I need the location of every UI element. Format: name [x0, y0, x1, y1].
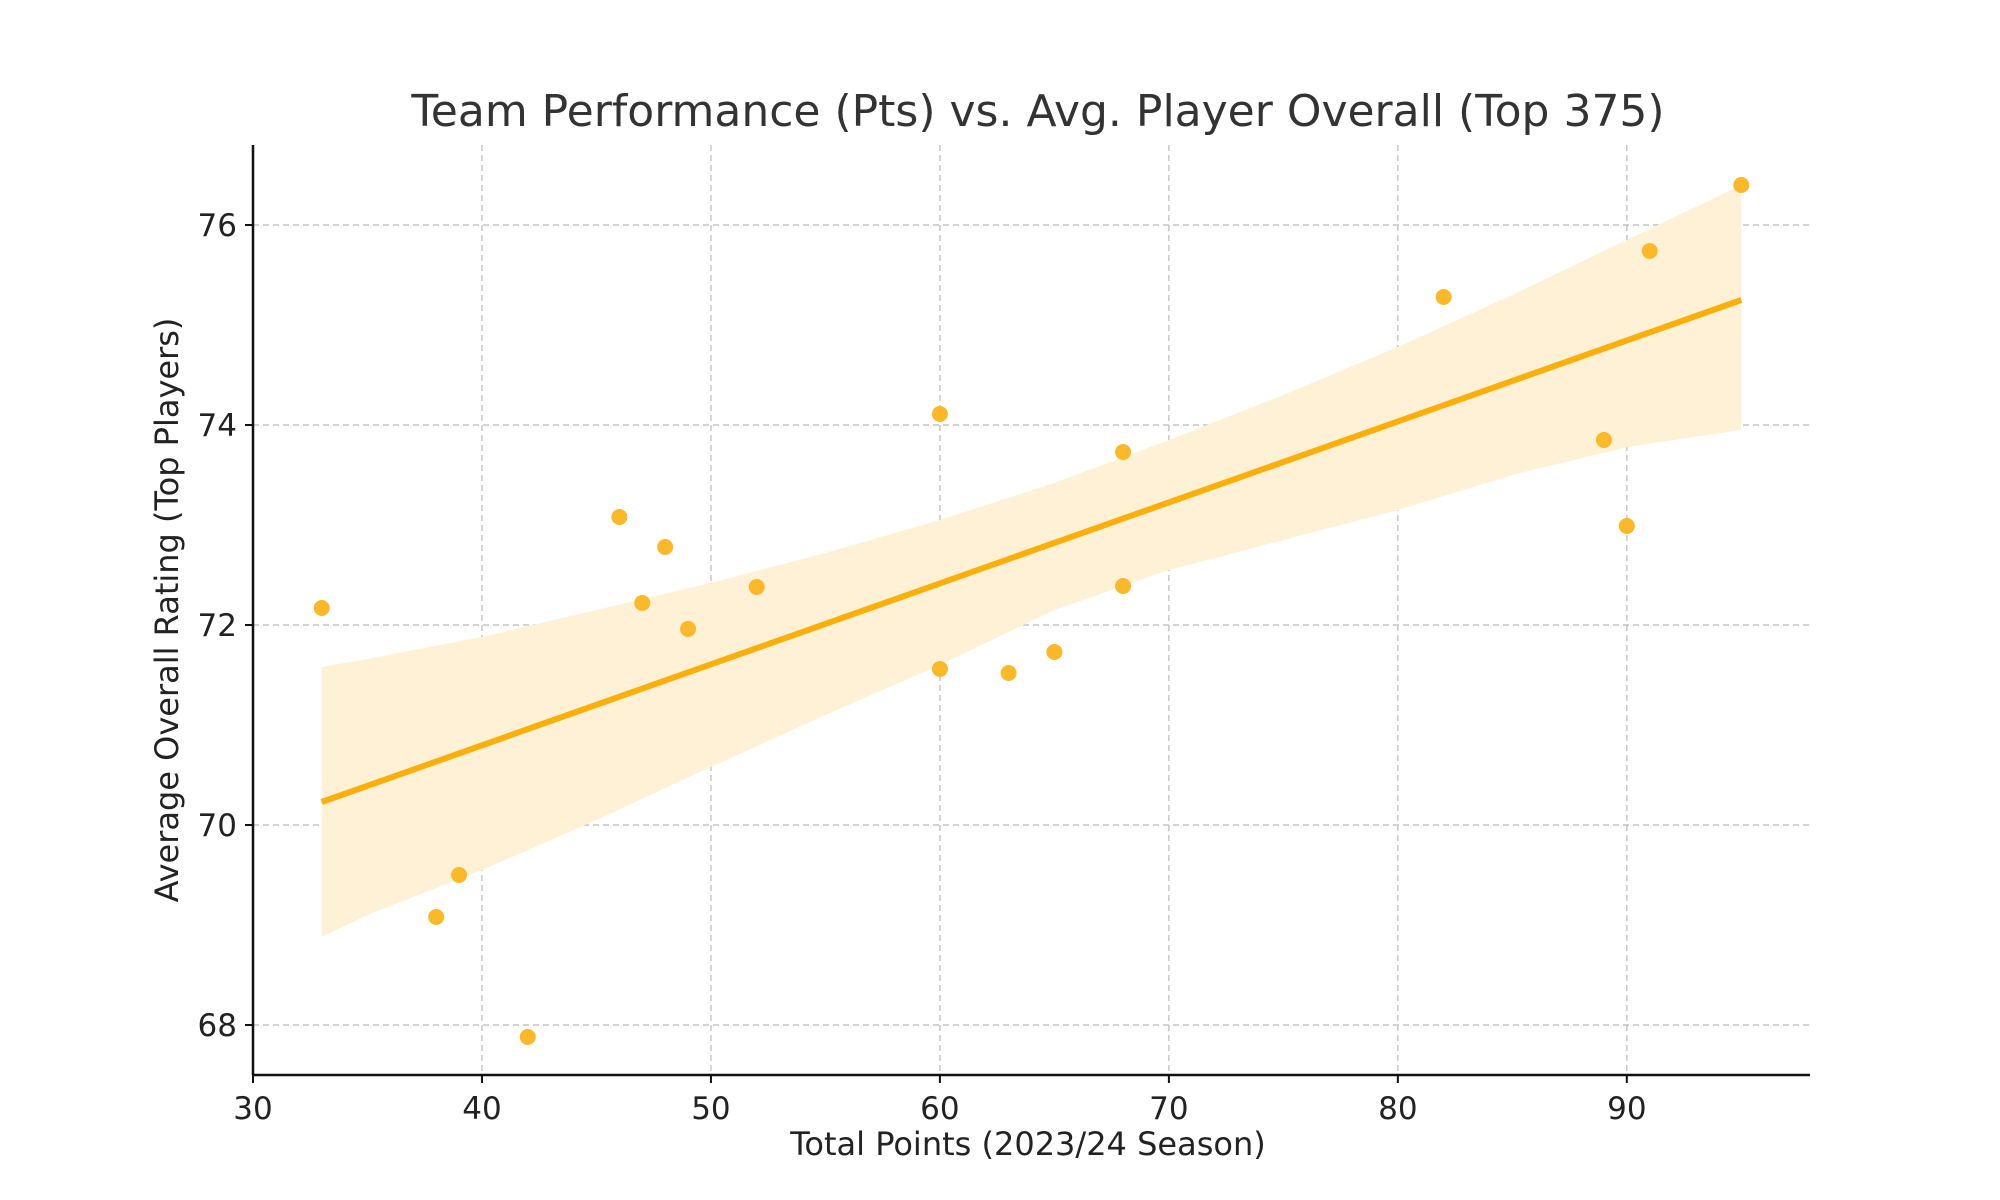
y-tick-label: 74 [198, 408, 237, 444]
data-point [931, 661, 948, 677]
data-point [1000, 665, 1017, 681]
data-point [1641, 243, 1658, 259]
data-points [313, 177, 1750, 1045]
confidence-band [321, 185, 1742, 937]
x-tick-label: 90 [1607, 1091, 1646, 1127]
data-point [1115, 444, 1132, 460]
y-tick-label: 72 [198, 608, 237, 644]
x-tick-label: 80 [1378, 1091, 1417, 1127]
data-point [1618, 518, 1635, 534]
data-point [519, 1029, 536, 1045]
data-point [1595, 432, 1612, 448]
data-point [313, 600, 330, 616]
data-point [657, 539, 674, 555]
y-axis-label: Average Overall Rating (Top Players) [148, 318, 186, 903]
data-point [634, 595, 651, 611]
data-point [451, 867, 468, 883]
x-axis-label: Total Points (2023/24 Season) [789, 1125, 1265, 1163]
data-point [931, 406, 948, 422]
data-point [1435, 289, 1452, 305]
y-tick-label: 70 [198, 808, 237, 844]
x-tick-label: 70 [1149, 1091, 1188, 1127]
y-tick-label: 76 [198, 208, 237, 244]
x-tick-label: 40 [462, 1091, 501, 1127]
x-tick-label: 50 [691, 1091, 730, 1127]
axes: 30 40 50 60 70 80 90 68 70 72 74 76 [198, 145, 1810, 1127]
confidence-band-layer [321, 185, 1742, 937]
regression-line [320, 297, 1743, 805]
data-point [1046, 644, 1063, 660]
data-point [428, 909, 445, 925]
x-tick-label: 30 [233, 1091, 272, 1127]
data-point [748, 579, 765, 595]
data-point [611, 509, 628, 525]
data-point [1115, 578, 1132, 594]
data-point [1733, 177, 1750, 193]
y-tick-label: 68 [198, 1008, 237, 1044]
x-tick-label: 60 [920, 1091, 959, 1127]
regression-line-layer [320, 297, 1743, 805]
data-point [680, 621, 697, 637]
chart-title: Team Performance (Pts) vs. Avg. Player O… [410, 86, 1664, 137]
